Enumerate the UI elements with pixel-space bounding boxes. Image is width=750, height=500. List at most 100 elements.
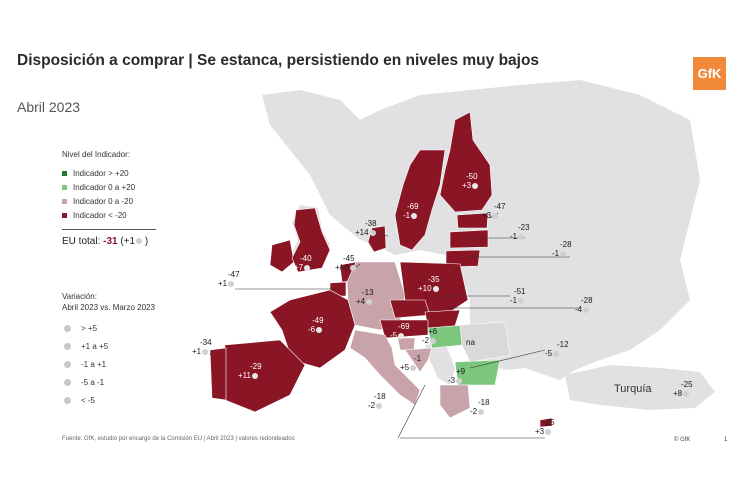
variation-label: > +5 <box>81 324 98 333</box>
label-lithuania: -28 -1 <box>552 240 572 258</box>
change: -1 <box>403 211 411 220</box>
variation-item: -5 a -1 <box>64 378 104 387</box>
value: -12 <box>557 340 569 349</box>
value: -29 <box>250 362 262 371</box>
change: -4 <box>575 305 583 314</box>
change-icon <box>683 390 690 397</box>
label-greece: -18 -2 <box>470 398 490 416</box>
logo-text: GfK <box>697 66 722 81</box>
change: +14 <box>355 228 369 237</box>
change: +8 <box>673 389 683 398</box>
value: -25 <box>543 418 555 427</box>
country-austria <box>379 319 429 339</box>
change-icon <box>369 229 376 236</box>
label-latvia: -23 -1 <box>510 223 530 241</box>
value: -69 <box>398 322 410 331</box>
change-icon <box>350 264 357 271</box>
change-icon <box>456 377 463 384</box>
legend-swatch <box>62 185 67 190</box>
leader-lines <box>209 212 580 439</box>
variation-label: < -5 <box>81 396 96 405</box>
change-icon <box>560 250 567 257</box>
country-lithuania <box>445 249 481 268</box>
value: -34 <box>200 338 212 347</box>
change: -1 <box>510 296 518 305</box>
value: -18 <box>374 392 386 401</box>
legend-label: Indicador 0 a +20 <box>73 183 136 192</box>
country-uk-base <box>291 207 331 273</box>
change: +7 <box>294 263 304 272</box>
turkey-land <box>565 365 715 410</box>
country-latvia <box>449 229 489 249</box>
value: -45 <box>343 254 355 263</box>
label-portugal: -34 +1 <box>192 338 212 356</box>
change-icon <box>316 326 323 333</box>
value: -13 <box>362 288 374 297</box>
norway-land <box>368 100 460 242</box>
variation-heading: Variación: <box>62 292 97 301</box>
legend-item: Indicador < -20 <box>62 211 127 220</box>
legend-divider <box>62 229 156 230</box>
change: +3 <box>462 181 472 190</box>
legend-item: Indicador 0 a +20 <box>62 183 135 192</box>
label-czechia: -51 -1 <box>510 287 526 305</box>
eu-total-close: ) <box>144 236 149 247</box>
country-finland <box>439 111 493 213</box>
arrow-up-right-icon <box>64 343 71 350</box>
value: -1 <box>414 354 422 363</box>
value: -18 <box>478 398 490 407</box>
label-denmark: -38 +14 <box>355 219 377 237</box>
variation-item: > +5 <box>64 324 97 333</box>
ukraine-land <box>470 262 620 335</box>
legend-label: Indicador > +20 <box>73 169 129 178</box>
change: -5 <box>545 349 553 358</box>
value: -51 <box>514 287 526 296</box>
change-icon <box>376 402 383 409</box>
change-icon <box>304 264 311 271</box>
value: -35 <box>428 275 440 284</box>
eu-total: EU total: -31 (+1 ) <box>62 236 148 247</box>
value: -28 <box>581 296 593 305</box>
change-icon <box>251 372 258 379</box>
legend-swatch <box>62 171 67 176</box>
value: -28 <box>560 240 572 249</box>
change: +10 <box>418 284 432 293</box>
arrow-down-right-icon <box>64 379 71 386</box>
change-icon <box>398 332 405 339</box>
country-bulgaria <box>454 359 501 386</box>
label-slovenia: -1 +5 <box>400 354 421 372</box>
label-spain: -29 +11 <box>238 362 262 380</box>
change: +11 <box>238 371 251 380</box>
eu-total-label: EU total: <box>62 236 101 247</box>
country-germany <box>346 261 406 331</box>
variation-label: -5 a -1 <box>81 378 105 387</box>
variation-item: +1 a +5 <box>64 342 108 351</box>
variation-item: < -5 <box>64 396 95 405</box>
gfk-logo: GfK <box>693 57 726 90</box>
label-austria: -69 -5 <box>390 322 410 340</box>
balkans-land <box>425 342 455 385</box>
legend-label: Indicador < -20 <box>73 211 127 220</box>
country-croatia <box>404 347 433 373</box>
country-sweden <box>394 149 446 251</box>
label-sweden: -69 -1 <box>403 202 419 220</box>
change-icon <box>492 212 499 219</box>
change-icon <box>545 428 552 435</box>
change: -3 <box>448 376 456 385</box>
country-estonia <box>456 212 489 229</box>
value: +6 <box>428 327 438 336</box>
label-finland: -50 +3 <box>462 172 479 190</box>
change-icon <box>518 297 525 304</box>
value: -49 <box>312 316 324 325</box>
country-cyprus <box>539 417 553 428</box>
label-germany: -13 +4 <box>356 288 374 306</box>
label-croatia: -12 -5 <box>545 340 569 358</box>
page-title: Disposición a comprar | Se estanca, pers… <box>17 52 540 69</box>
change: +3 <box>482 211 492 220</box>
countries <box>209 111 553 428</box>
change: -2 <box>422 336 430 345</box>
value: -69 <box>407 202 419 211</box>
value: na <box>466 338 475 347</box>
change-icon <box>366 298 373 305</box>
